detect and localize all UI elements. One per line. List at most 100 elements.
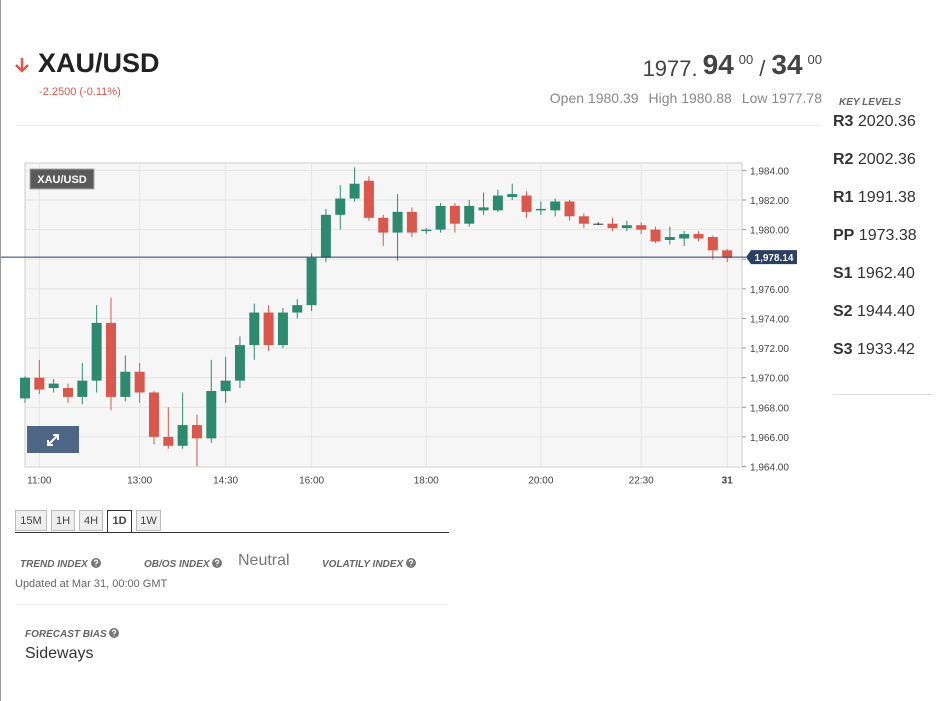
candle-body <box>148 392 159 437</box>
candle-body <box>449 205 460 224</box>
level-value: 1973.38 <box>858 227 917 244</box>
stat-value: 1980.39 <box>587 90 639 106</box>
x-tick-label: 13:00 <box>127 476 152 487</box>
candle-body <box>492 195 503 211</box>
y-tick-label: 1,982.00 <box>750 196 789 207</box>
x-tick-label: 22:30 <box>629 476 654 487</box>
forecast-bias: FORECAST BIAS <box>25 628 120 640</box>
stat: Open 1980.39 <box>550 90 639 106</box>
candle-body <box>292 305 303 313</box>
ask-main: 34 <box>771 49 803 80</box>
key-level: S3 1933.42 <box>833 341 917 379</box>
level-name: R2 <box>833 151 854 168</box>
candle-body <box>593 223 604 225</box>
help-icon[interactable] <box>109 628 120 638</box>
stat-label: Open <box>549 90 585 106</box>
candle-body <box>234 345 245 381</box>
obos-index: OB/OS INDEX <box>144 558 223 570</box>
candle-body <box>20 377 30 399</box>
level-value: 1944.40 <box>857 303 915 320</box>
volatility-index-label: VOLATILY INDEX <box>322 559 404 570</box>
key-level: R2 2002.36 <box>833 151 917 189</box>
stat-label: Low <box>741 90 768 106</box>
candle-body <box>478 207 489 211</box>
level-value: 1962.40 <box>857 265 915 282</box>
stats: Open 1980.39 High 1980.88 Low 1977.78 <box>550 90 822 106</box>
key-levels-title: KEY LEVELS <box>839 97 902 108</box>
key-level: S2 1944.40 <box>833 303 917 341</box>
stat-label: High <box>648 90 678 106</box>
y-tick-label: 1,980.00 <box>750 226 789 237</box>
volatility-index: VOLATILY INDEX <box>322 558 416 570</box>
y-tick-label: 1,968.00 <box>750 403 789 414</box>
obos-value: Neutral <box>238 552 290 569</box>
y-tick-label: 1,972.00 <box>750 344 789 355</box>
candle-body <box>636 225 647 230</box>
candle-body <box>578 216 589 224</box>
candle-body <box>134 371 145 393</box>
x-tick-label: 14:30 <box>213 476 238 487</box>
candle-body <box>335 198 346 215</box>
candle-body <box>363 180 374 218</box>
bid-base: 1977. <box>642 56 698 81</box>
key-level: R1 1991.38 <box>833 189 917 227</box>
last-price-tag <box>746 250 797 265</box>
change: -2.2500 (-0.11%) <box>39 86 121 98</box>
level-name: S1 <box>833 265 853 282</box>
symbol: XAU/USD <box>38 48 160 78</box>
candle-body <box>564 201 575 217</box>
candle-body <box>535 208 546 211</box>
x-tick-label: 11:00 <box>27 476 52 487</box>
chart: 1,964.00 1,966.00 1,968.00 1,970.00 1,972.00… <box>1 162 797 487</box>
timeframe-tab[interactable]: 1D <box>107 510 132 533</box>
candle-body <box>48 383 59 389</box>
candle-body <box>105 322 116 397</box>
candle-body <box>277 312 288 346</box>
updated: Updated at Mar 31, 00:00 GMT <box>15 578 168 590</box>
candle-body <box>62 388 73 397</box>
timeframe-tab[interactable]: 15M <box>15 510 47 531</box>
candle-body <box>421 229 432 232</box>
candle-body <box>120 371 131 397</box>
candle-body <box>707 237 718 251</box>
help-icon[interactable] <box>212 558 223 568</box>
candle-body <box>163 436 174 446</box>
help-icon[interactable] <box>90 558 101 568</box>
key-level: S1 1962.40 <box>833 265 917 303</box>
stat-value: 1977.78 <box>771 90 822 106</box>
candle-body <box>650 229 661 242</box>
candle-body <box>464 205 475 224</box>
separator-line <box>833 394 933 395</box>
candle-body <box>435 205 446 230</box>
down-arrow <box>15 58 29 73</box>
level-name: S2 <box>833 303 853 320</box>
candle-body <box>34 377 45 390</box>
forecast-label: FORECAST BIAS <box>25 629 107 640</box>
bid-sup: 00 <box>738 52 754 67</box>
price: 1977. 94 00 / 34 00 <box>643 46 822 82</box>
x-tick-label: 18:00 <box>414 476 439 487</box>
candle-body <box>77 380 88 397</box>
stat: High 1980.88 <box>649 90 732 106</box>
timeframe-tab[interactable]: 1W <box>136 510 161 531</box>
y-tick-label: 1,976.00 <box>750 285 789 296</box>
level-name: S3 <box>833 341 853 358</box>
candle-body <box>263 312 274 346</box>
candle-body <box>349 183 360 199</box>
level-value: 1991.38 <box>857 189 916 206</box>
plot-area <box>24 162 743 468</box>
candle-body <box>220 380 231 391</box>
candle-body <box>206 390 217 439</box>
timeframe-tab[interactable]: 1H <box>51 510 75 531</box>
x-tick-label: 16:00 <box>299 476 324 487</box>
candle-body <box>550 201 561 211</box>
bid-main: 94 <box>702 49 734 80</box>
level-name: R3 <box>833 113 854 130</box>
help-icon[interactable] <box>405 558 416 568</box>
obos-index-label: OB/OS INDEX <box>144 559 210 570</box>
level-value: 2020.36 <box>857 113 916 130</box>
timeframe-tab[interactable]: 4H <box>79 510 103 531</box>
stat-value: 1980.88 <box>681 90 732 106</box>
candle-body <box>679 234 690 239</box>
